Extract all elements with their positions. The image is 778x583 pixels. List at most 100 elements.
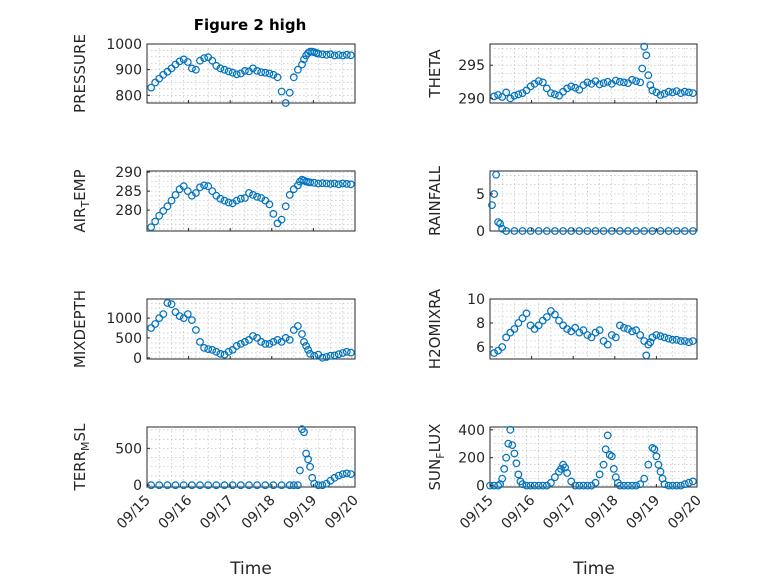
data-point	[494, 481, 503, 490]
data-point	[347, 348, 355, 357]
data-point	[644, 340, 653, 349]
data-point	[646, 338, 655, 347]
data-point	[240, 338, 249, 346]
y-tick-label: 800	[115, 88, 142, 104]
data-point	[285, 190, 294, 199]
data-point	[338, 179, 347, 188]
data-point	[583, 481, 592, 490]
data-point	[216, 64, 225, 73]
x-tick-label: 09/17	[197, 493, 237, 533]
data-point	[605, 451, 614, 459]
data-point	[330, 179, 339, 188]
data-point	[151, 78, 160, 87]
data-point	[318, 50, 327, 59]
data-point	[551, 227, 559, 235]
data-point	[171, 190, 180, 199]
x-tick-label: 09/15	[114, 493, 154, 533]
data-point	[538, 78, 547, 87]
data-point	[289, 326, 298, 334]
data-point	[183, 187, 192, 196]
data-point	[494, 218, 503, 227]
data-point	[542, 313, 551, 321]
data-point	[281, 99, 290, 107]
data-point	[563, 469, 571, 477]
data-point	[245, 189, 253, 197]
y-tick-label: 6	[476, 340, 485, 356]
data-point	[281, 202, 290, 211]
data-point	[680, 87, 689, 96]
y-axis-label-pressure: PRESSURE	[71, 34, 89, 113]
data-point	[652, 88, 661, 97]
data-point	[672, 335, 681, 344]
y-axis-label-terr-m-sl: TERRMSL	[71, 423, 92, 492]
data-point	[236, 481, 245, 490]
data-point	[298, 60, 306, 69]
data-point	[310, 479, 319, 488]
data-point	[220, 196, 229, 205]
data-point	[654, 460, 663, 469]
data-point	[518, 314, 527, 323]
data-point	[632, 326, 640, 335]
y-tick-label: 0	[133, 351, 142, 367]
data-point	[642, 51, 651, 60]
data-point	[208, 346, 217, 354]
data-point	[668, 88, 677, 97]
data-point	[338, 470, 347, 479]
y-axis-label-air-t-emp: AIRTEMP	[71, 169, 92, 232]
data-point	[498, 224, 507, 233]
data-point	[147, 324, 156, 332]
y-tick-label: 290	[115, 165, 142, 181]
data-point	[175, 312, 184, 321]
data-point	[220, 481, 229, 490]
data-point	[228, 346, 237, 354]
data-point	[518, 480, 527, 489]
y-axis-label-sun-f-lux: SUNFLUX	[426, 424, 447, 491]
data-point	[685, 88, 693, 97]
data-point	[253, 481, 262, 490]
data-point	[555, 316, 563, 325]
data-point	[245, 336, 253, 344]
data-point	[599, 460, 608, 469]
subplot-sun-f-lux: 0 200 400 09/15 09/16 09/17 09/18 09/19 09/20 SUN…	[426, 423, 705, 533]
data-point	[571, 481, 580, 490]
data-point	[318, 353, 327, 362]
grid-lines	[147, 427, 355, 487]
data-point	[498, 93, 507, 101]
data-point	[204, 345, 213, 354]
data-point	[603, 77, 612, 86]
data-point	[502, 333, 511, 342]
y-axis-label-rainfall: RAINFALL	[426, 165, 444, 236]
data-point	[611, 333, 620, 342]
data-point	[498, 343, 507, 351]
data-point	[155, 481, 164, 490]
x-tick-label: 09/19	[623, 493, 663, 533]
data-point	[306, 349, 315, 358]
data-point	[249, 64, 257, 73]
data-point	[624, 481, 632, 490]
data-point	[656, 227, 665, 235]
data-point	[672, 227, 681, 235]
x-tick-label: 09/16	[156, 492, 196, 532]
data-point	[526, 227, 535, 235]
data-point	[689, 337, 697, 345]
data-point	[575, 328, 584, 337]
data-point	[212, 481, 221, 490]
data-point	[534, 77, 543, 85]
data-point	[240, 66, 249, 75]
y-tick-label: 5	[476, 187, 485, 203]
data-point	[644, 71, 653, 80]
data-point	[591, 478, 600, 487]
plot-area	[489, 298, 698, 360]
data-point	[310, 351, 319, 360]
data-point	[338, 349, 347, 357]
plot-area	[146, 298, 356, 360]
data-point	[200, 54, 209, 62]
data-point	[587, 333, 596, 342]
data-point	[285, 88, 294, 97]
data-point	[672, 87, 681, 95]
grid-lines	[490, 44, 697, 103]
y-tick-label: 400	[458, 423, 485, 439]
subplot-rainfall: 0 5 RAINFALL	[426, 165, 698, 240]
data-point	[159, 310, 168, 319]
